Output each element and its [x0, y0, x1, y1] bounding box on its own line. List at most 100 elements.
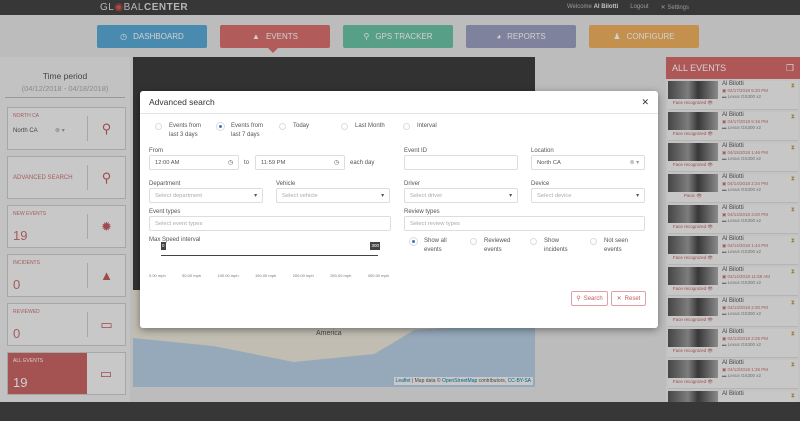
- download-icon[interactable]: ⧗: [790, 331, 795, 337]
- speed-slider[interactable]: 0 300: [161, 242, 380, 256]
- radio-button[interactable]: [279, 123, 286, 130]
- radio-option[interactable]: Reviewed events: [470, 237, 530, 255]
- radio-button[interactable]: [470, 238, 477, 245]
- incidents-card[interactable]: INCIDENTS 0 ▲: [7, 254, 126, 297]
- radio-button[interactable]: [217, 123, 224, 130]
- download-icon[interactable]: ⧗: [790, 83, 795, 89]
- event-tag: Panic 👁: [683, 193, 703, 198]
- from-time-input[interactable]: 12:00 AM ◷: [149, 155, 239, 170]
- device-select[interactable]: Select device ▾: [531, 188, 645, 203]
- location-select[interactable]: North CA ⊗ ▾: [13, 128, 65, 134]
- close-icon[interactable]: ✕: [641, 96, 649, 107]
- event-item[interactable]: Face recognized 👁 Al Bilotti ▣ 04/15/2018 …: [668, 143, 798, 172]
- radio-option[interactable]: Not seen events: [590, 237, 650, 255]
- driver-name: Al Bilotti: [722, 236, 744, 242]
- event-thumbnail: [668, 236, 718, 254]
- event-tag: Face recognized 👁: [672, 379, 714, 384]
- copy-icon[interactable]: ❐: [785, 62, 794, 73]
- event-vehicle: ▬ Lexus GS300 x2: [722, 187, 762, 192]
- nav-tab-configure[interactable]: ♟ CONFIGURE: [589, 25, 699, 48]
- event-item[interactable]: Face recognized 👁 Al Bilotti ▣ 04/14/2018 …: [668, 205, 798, 234]
- card-count: 19: [13, 375, 28, 390]
- logout-link[interactable]: Logout: [630, 4, 649, 10]
- download-icon[interactable]: ⧗: [790, 238, 795, 244]
- slider-max-handle[interactable]: 300: [370, 242, 380, 250]
- radio-option[interactable]: Last Month: [341, 122, 403, 140]
- leaflet-link[interactable]: Leaflet: [395, 378, 411, 384]
- speed-tick-label: 50.00 mph: [182, 273, 202, 278]
- download-icon[interactable]: ⧗: [790, 393, 795, 399]
- event-item[interactable]: Face recognized 👁 Al Bilotti ▣ 04/14/2018 …: [668, 236, 798, 265]
- settings-link[interactable]: ✕ Settings: [660, 5, 689, 11]
- advanced-search-card[interactable]: ADVANCED SEARCH ⚲: [7, 156, 126, 199]
- download-icon[interactable]: ⧗: [790, 176, 795, 182]
- license-link[interactable]: CC-BY-SA: [507, 378, 531, 384]
- review-radio-group: Show all events Reviewed events Show incident…: [410, 237, 650, 255]
- event-item[interactable]: Face recognized 👁 Al Bilotti ▣ 04/13/2018 …: [668, 360, 798, 389]
- radio-button[interactable]: [403, 123, 410, 130]
- osm-link[interactable]: OpenStreetMap: [441, 378, 478, 384]
- speed-ticks: 0.00 mph 50.00 mph 100.00 mph 150.00 mph 200…: [149, 273, 389, 278]
- new-events-card[interactable]: NEW EVENTS 19 ✹: [7, 205, 126, 248]
- download-icon[interactable]: ⧗: [790, 207, 795, 213]
- event-types-input[interactable]: Select event types: [149, 216, 391, 231]
- radio-option[interactable]: Today: [279, 122, 341, 140]
- each-day-label: each day: [350, 160, 375, 166]
- vehicle-select[interactable]: Select vehicle ▾: [276, 188, 390, 203]
- download-icon[interactable]: ⧗: [790, 145, 795, 151]
- event-item[interactable]: Face recognized 👁 Al Bilotti ▣ 04/17/2018 …: [668, 112, 798, 141]
- department-select[interactable]: Select department ▾: [149, 188, 263, 203]
- search-button[interactable]: ⚲ Search: [571, 291, 608, 306]
- nav-tab-dashboard[interactable]: ◷ DASHBOARD: [97, 25, 207, 48]
- radio-option[interactable]: Events from last 3 days: [155, 122, 217, 140]
- review-types-input[interactable]: Select review types: [404, 216, 645, 231]
- nav-tab-gps-tracker[interactable]: ⚲ GPS TRACKER: [343, 25, 453, 48]
- event-id-input[interactable]: [404, 155, 518, 170]
- event-id-label: Event ID: [404, 148, 428, 154]
- event-item[interactable]: Panic 👁 Al Bilotti ▣ 04/14/2018 2:34 PM ▬ L…: [668, 174, 798, 203]
- event-thumbnail: [668, 298, 718, 316]
- radio-button[interactable]: [530, 238, 537, 245]
- radio-button[interactable]: [341, 123, 348, 130]
- event-item[interactable]: Face recognized 👁 Al Bilotti ▣ 04/14/2018 …: [668, 267, 798, 296]
- nav-tab-events[interactable]: ▲ EVENTS: [220, 25, 330, 48]
- location-card[interactable]: NORTH CA North CA ⊗ ▾ ⚲: [7, 107, 126, 150]
- radio-button[interactable]: [155, 123, 162, 130]
- event-item[interactable]: Face recognized 👁 Al Bilotti ▣ 04/13/2018 …: [668, 329, 798, 358]
- radio-option[interactable]: Interval: [403, 122, 465, 140]
- search-icon: ⚲: [87, 165, 125, 190]
- event-tag: Face recognized 👁: [672, 348, 714, 353]
- download-icon[interactable]: ⧗: [790, 269, 795, 275]
- radio-option[interactable]: Show incidents: [530, 237, 590, 255]
- reset-button[interactable]: ✕ Reset: [611, 291, 646, 306]
- driver-select[interactable]: Select driver ▾: [404, 188, 518, 203]
- to-time-input[interactable]: 11:59 PM ◷: [255, 155, 345, 170]
- speed-tick-label: 0.00 mph: [149, 273, 166, 278]
- clear-chevron-icon[interactable]: ⊗ ▾: [629, 159, 639, 166]
- device-label: Device: [531, 181, 550, 187]
- download-icon[interactable]: ⧗: [790, 300, 795, 306]
- vehicle-label: Vehicle: [276, 181, 296, 187]
- period-radio-group: Events from last 3 days Events from last 7 …: [155, 122, 465, 140]
- slider-min-handle[interactable]: 0: [161, 242, 166, 250]
- download-icon[interactable]: ⧗: [790, 362, 795, 368]
- radio-option[interactable]: Events from last 7 days: [217, 122, 279, 140]
- events-panel-header: ALL EVENTS ❐: [666, 57, 800, 79]
- radio-button[interactable]: [410, 238, 417, 245]
- radio-option[interactable]: Show all events: [410, 237, 470, 255]
- map-pin-icon: ⚲: [363, 32, 370, 41]
- location-select[interactable]: North CA ⊗ ▾: [531, 155, 645, 170]
- event-vehicle: ▬ Lexus GS300 x2: [722, 156, 762, 161]
- event-date: ▣ 04/13/2018 2:30 PM: [722, 305, 769, 310]
- radio-button[interactable]: [590, 238, 597, 245]
- from-label: From: [149, 148, 163, 154]
- download-icon[interactable]: ⧗: [790, 114, 795, 120]
- event-item[interactable]: Face recognized 👁 Al Bilotti ▣ 04/13/2018 …: [668, 298, 798, 327]
- nav-tab-reports[interactable]: ◕ REPORTS: [466, 25, 576, 48]
- speed-tick-label: 200.00 mph: [292, 273, 314, 278]
- event-item[interactable]: Face recognized 👁 Al Bilotti ▣ 04/17/2018 …: [668, 81, 798, 110]
- radio-label: Show all events: [424, 238, 447, 253]
- map-pin-icon: ⚲: [87, 116, 125, 141]
- all-events-card[interactable]: ALL EVENTS 19 ▭: [7, 352, 126, 395]
- reviewed-card[interactable]: REVIEWED 0 ▭: [7, 303, 126, 346]
